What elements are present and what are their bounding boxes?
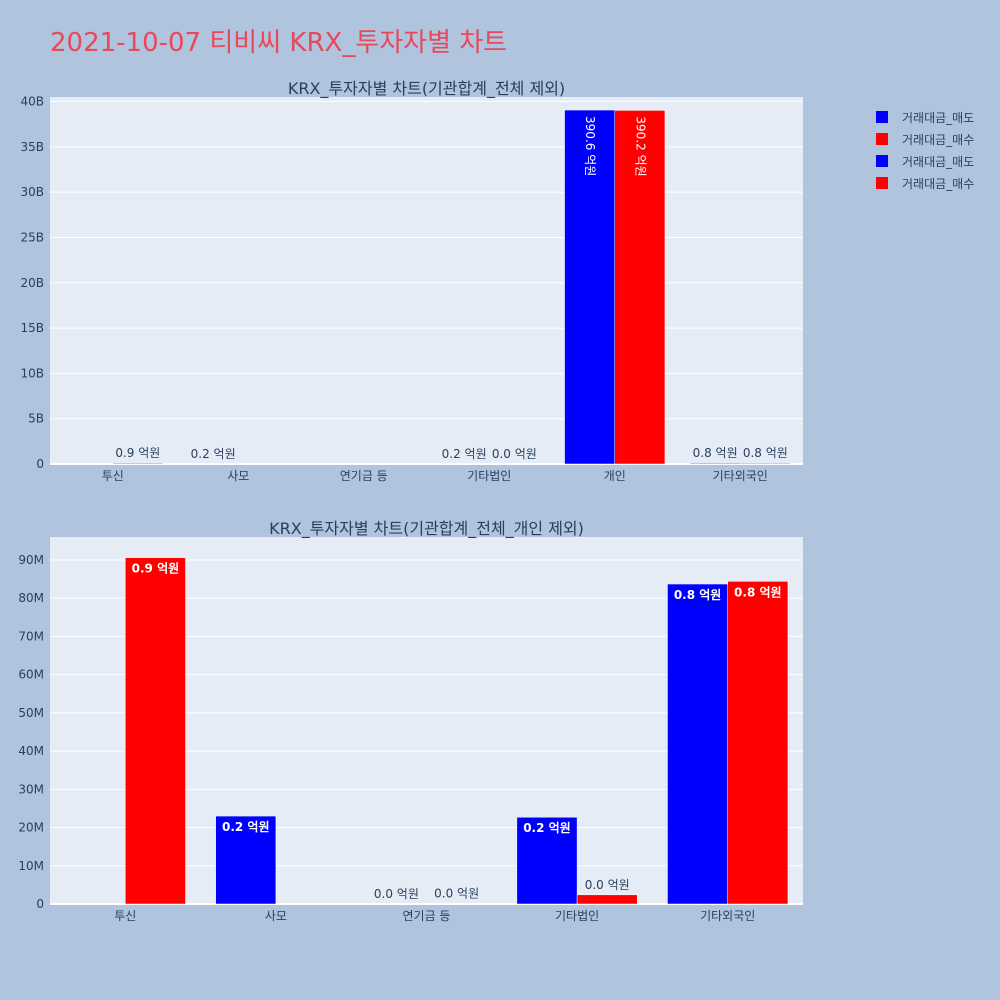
bar[interactable]: [614, 110, 666, 465]
y-tick-label: 70M: [18, 629, 44, 643]
bar[interactable]: [576, 894, 638, 905]
data-label: 390.2 억원: [633, 116, 647, 176]
data-label: 0.8 억원: [743, 446, 788, 460]
x-tick-label: 기타외국인: [713, 469, 768, 483]
legend-item[interactable]: 거래대금_매수: [876, 128, 974, 150]
y-tick-label: 5B: [28, 412, 44, 426]
legend-item[interactable]: 거래대금_매도: [876, 150, 974, 172]
data-label: 0.2 억원: [442, 447, 487, 461]
x-tick-label: 투신: [102, 469, 124, 483]
data-label: 0.9 억원: [115, 446, 160, 460]
bar[interactable]: [564, 109, 615, 465]
x-tick-label: 기타법인: [555, 909, 599, 923]
legend-swatch: [876, 111, 888, 123]
data-label: 0.0 억원: [374, 887, 419, 901]
data-label: 0.0 억원: [434, 887, 479, 901]
bar[interactable]: [112, 462, 164, 465]
data-label: 0.8 억원: [674, 588, 722, 602]
y-tick-label: 15B: [20, 321, 44, 335]
y-tick-label: 0: [36, 897, 44, 911]
x-tick-label: 연기금 등: [403, 909, 451, 923]
y-tick-label: 20M: [18, 821, 44, 835]
legend-label: 거래대금_매도: [902, 154, 975, 169]
x-tick-label: 투신: [114, 909, 136, 923]
legend-swatch: [876, 177, 888, 189]
y-tick-label: 35B: [20, 140, 44, 154]
data-label: 0.8 억원: [734, 585, 782, 599]
y-tick-label: 40M: [18, 744, 44, 758]
x-tick-label: 기타외국인: [700, 909, 755, 923]
bar[interactable]: [215, 815, 277, 905]
bar[interactable]: [125, 557, 186, 905]
legend-item[interactable]: 거래대금_매수: [876, 172, 974, 194]
y-tick-label: 20B: [20, 276, 44, 290]
page-title: 2021-10-07 티비씨 KRX_투자자별 차트: [50, 28, 508, 58]
y-tick-label: 90M: [18, 553, 44, 567]
bar[interactable]: [727, 581, 789, 905]
legend-label: 거래대금_매수: [902, 132, 975, 147]
data-label: 0.9 억원: [132, 562, 180, 576]
chart-title: KRX_투자자별 차트(기관합계_전체 제외): [288, 79, 565, 99]
legend-swatch: [876, 155, 888, 167]
x-tick-label: 사모: [265, 909, 287, 923]
y-tick-label: 30M: [18, 782, 44, 796]
bar[interactable]: [689, 462, 741, 465]
bar[interactable]: [740, 462, 791, 465]
y-tick-label: 50M: [18, 706, 44, 720]
data-label: 0.2 억원: [222, 820, 270, 834]
legend-swatch: [876, 133, 888, 145]
data-label: 0.0 억원: [492, 447, 537, 461]
chart-title: KRX_투자자별 차트(기관합계_전체_개인 제외): [269, 519, 584, 539]
x-tick-label: 개인: [604, 469, 626, 483]
y-tick-label: 30B: [20, 185, 44, 199]
legend-label: 거래대금_매수: [902, 176, 975, 191]
legend[interactable]: 거래대금_매도 거래대금_매수 거래대금_매도 거래대금_매수: [876, 106, 974, 194]
bar[interactable]: [667, 583, 728, 905]
data-label: 0.0 억원: [585, 878, 630, 892]
legend-label: 거래대금_매도: [902, 110, 975, 125]
y-tick-label: 0: [36, 457, 44, 471]
data-label: 390.6 억원: [583, 116, 597, 176]
y-tick-label: 40B: [20, 95, 44, 109]
legend-item[interactable]: 거래대금_매도: [876, 106, 974, 128]
x-tick-label: 사모: [227, 469, 249, 483]
y-tick-label: 10M: [18, 859, 44, 873]
data-label: 0.2 억원: [523, 821, 571, 835]
data-label: 0.2 억원: [191, 447, 236, 461]
plot-area: [50, 97, 803, 464]
y-tick-label: 80M: [18, 591, 44, 605]
bar[interactable]: [516, 816, 578, 905]
y-tick-label: 25B: [20, 230, 44, 244]
x-tick-label: 연기금 등: [340, 469, 388, 483]
y-tick-label: 60M: [18, 668, 44, 682]
y-tick-label: 10B: [20, 366, 44, 380]
x-tick-label: 기타법인: [467, 469, 511, 483]
data-label: 0.8 억원: [693, 446, 738, 460]
